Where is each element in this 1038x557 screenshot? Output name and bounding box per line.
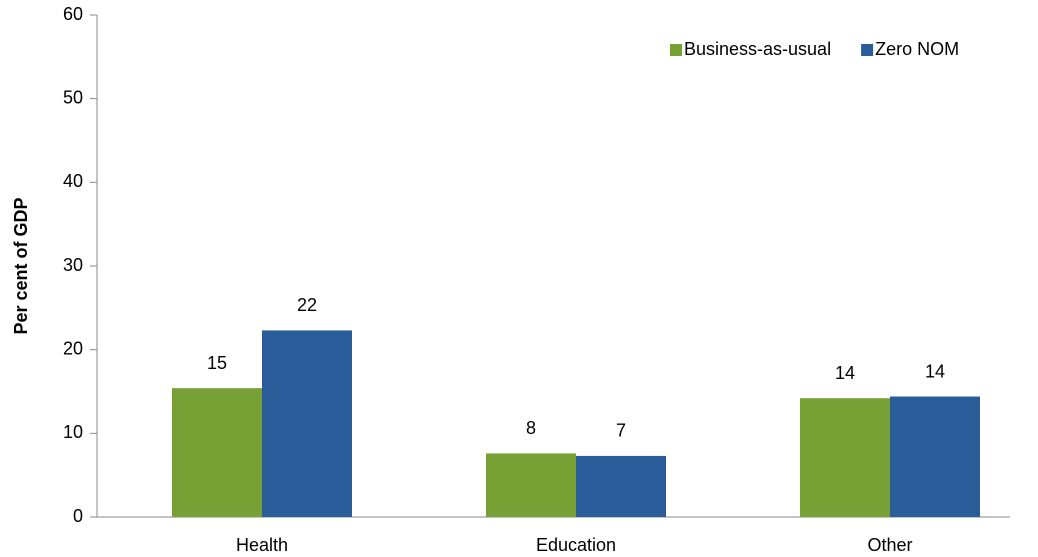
data-label: 14 <box>835 363 855 383</box>
x-tick-label: Education <box>536 535 616 555</box>
legend-label: Business-as-usual <box>684 39 831 59</box>
y-tick-label: 10 <box>63 422 83 442</box>
legend-swatch <box>670 44 682 56</box>
y-tick-label: 20 <box>63 338 83 358</box>
y-tick-label: 30 <box>63 255 83 275</box>
legend-swatch <box>861 44 874 56</box>
x-tick-label: Health <box>236 535 288 555</box>
bar <box>486 453 576 517</box>
data-label: 15 <box>207 353 227 373</box>
bar <box>576 455 666 517</box>
x-tick-label: Other <box>867 535 912 555</box>
data-label: 14 <box>925 361 945 381</box>
bar <box>262 330 352 517</box>
data-label: 7 <box>616 421 626 441</box>
y-tick-label: 50 <box>63 87 83 107</box>
y-tick-label: 60 <box>63 4 83 24</box>
y-tick-label: 40 <box>63 171 83 191</box>
y-axis-label: Per cent of GDP <box>11 197 31 334</box>
bar <box>890 396 980 517</box>
legend-label: Zero NOM <box>875 39 959 59</box>
bar <box>800 398 890 517</box>
data-label: 8 <box>526 418 536 438</box>
bar <box>172 388 262 517</box>
y-tick-label: 0 <box>73 506 83 526</box>
data-label: 22 <box>297 295 317 315</box>
